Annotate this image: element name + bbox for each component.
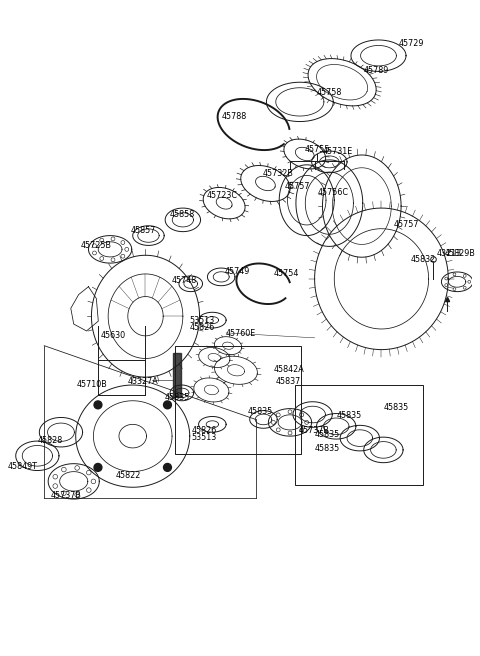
Text: 45837: 45837	[275, 377, 300, 386]
Text: 53513: 53513	[192, 433, 217, 442]
Bar	[173, 352, 181, 397]
Text: 45849T: 45849T	[8, 462, 38, 471]
Text: 45732B: 45732B	[263, 169, 293, 178]
Text: 45835: 45835	[248, 407, 273, 416]
Text: 45760E: 45760E	[226, 329, 256, 338]
Text: 45757: 45757	[393, 220, 419, 229]
Text: 45835: 45835	[336, 411, 361, 420]
Text: 45630: 45630	[100, 331, 125, 340]
Text: 45828: 45828	[37, 436, 62, 445]
Circle shape	[94, 464, 102, 472]
Text: 45757: 45757	[285, 182, 311, 190]
Text: 45710B: 45710B	[77, 380, 108, 389]
Text: 45835: 45835	[164, 393, 190, 402]
Text: 45723C: 45723C	[206, 192, 238, 200]
Text: 43327A: 43327A	[128, 377, 158, 386]
Text: 45755: 45755	[305, 145, 330, 154]
Text: 45731E: 45731E	[323, 147, 353, 156]
Text: 45756C: 45756C	[318, 188, 348, 197]
Text: 43213: 43213	[436, 249, 462, 258]
Text: 45826: 45826	[190, 323, 215, 332]
Circle shape	[164, 401, 171, 409]
Text: 45749: 45749	[224, 267, 250, 276]
Text: 45788: 45788	[221, 112, 246, 121]
Text: 45748: 45748	[172, 276, 197, 285]
Text: 45826: 45826	[192, 426, 217, 436]
Bar	[295, 385, 423, 485]
Text: 53513: 53513	[190, 316, 215, 325]
Text: 45835: 45835	[314, 444, 340, 453]
Text: 45725B: 45725B	[81, 241, 112, 251]
Text: 45835: 45835	[384, 403, 408, 412]
Text: 45729: 45729	[398, 39, 424, 48]
Text: 45857: 45857	[131, 226, 156, 235]
Circle shape	[164, 464, 171, 472]
Bar	[175, 346, 301, 454]
Text: 45737B: 45737B	[51, 491, 82, 500]
Text: 45829B: 45829B	[444, 249, 475, 258]
Text: 45754: 45754	[273, 269, 299, 278]
Text: 45842A: 45842A	[273, 365, 304, 375]
Text: 45758: 45758	[316, 88, 342, 97]
Text: 45858: 45858	[170, 210, 195, 219]
Circle shape	[94, 401, 102, 409]
Text: 45832: 45832	[411, 255, 436, 264]
Text: 45822: 45822	[116, 470, 142, 480]
Text: 45789: 45789	[364, 66, 389, 75]
Text: 45835: 45835	[314, 430, 340, 440]
Text: 45737B: 45737B	[299, 426, 330, 436]
